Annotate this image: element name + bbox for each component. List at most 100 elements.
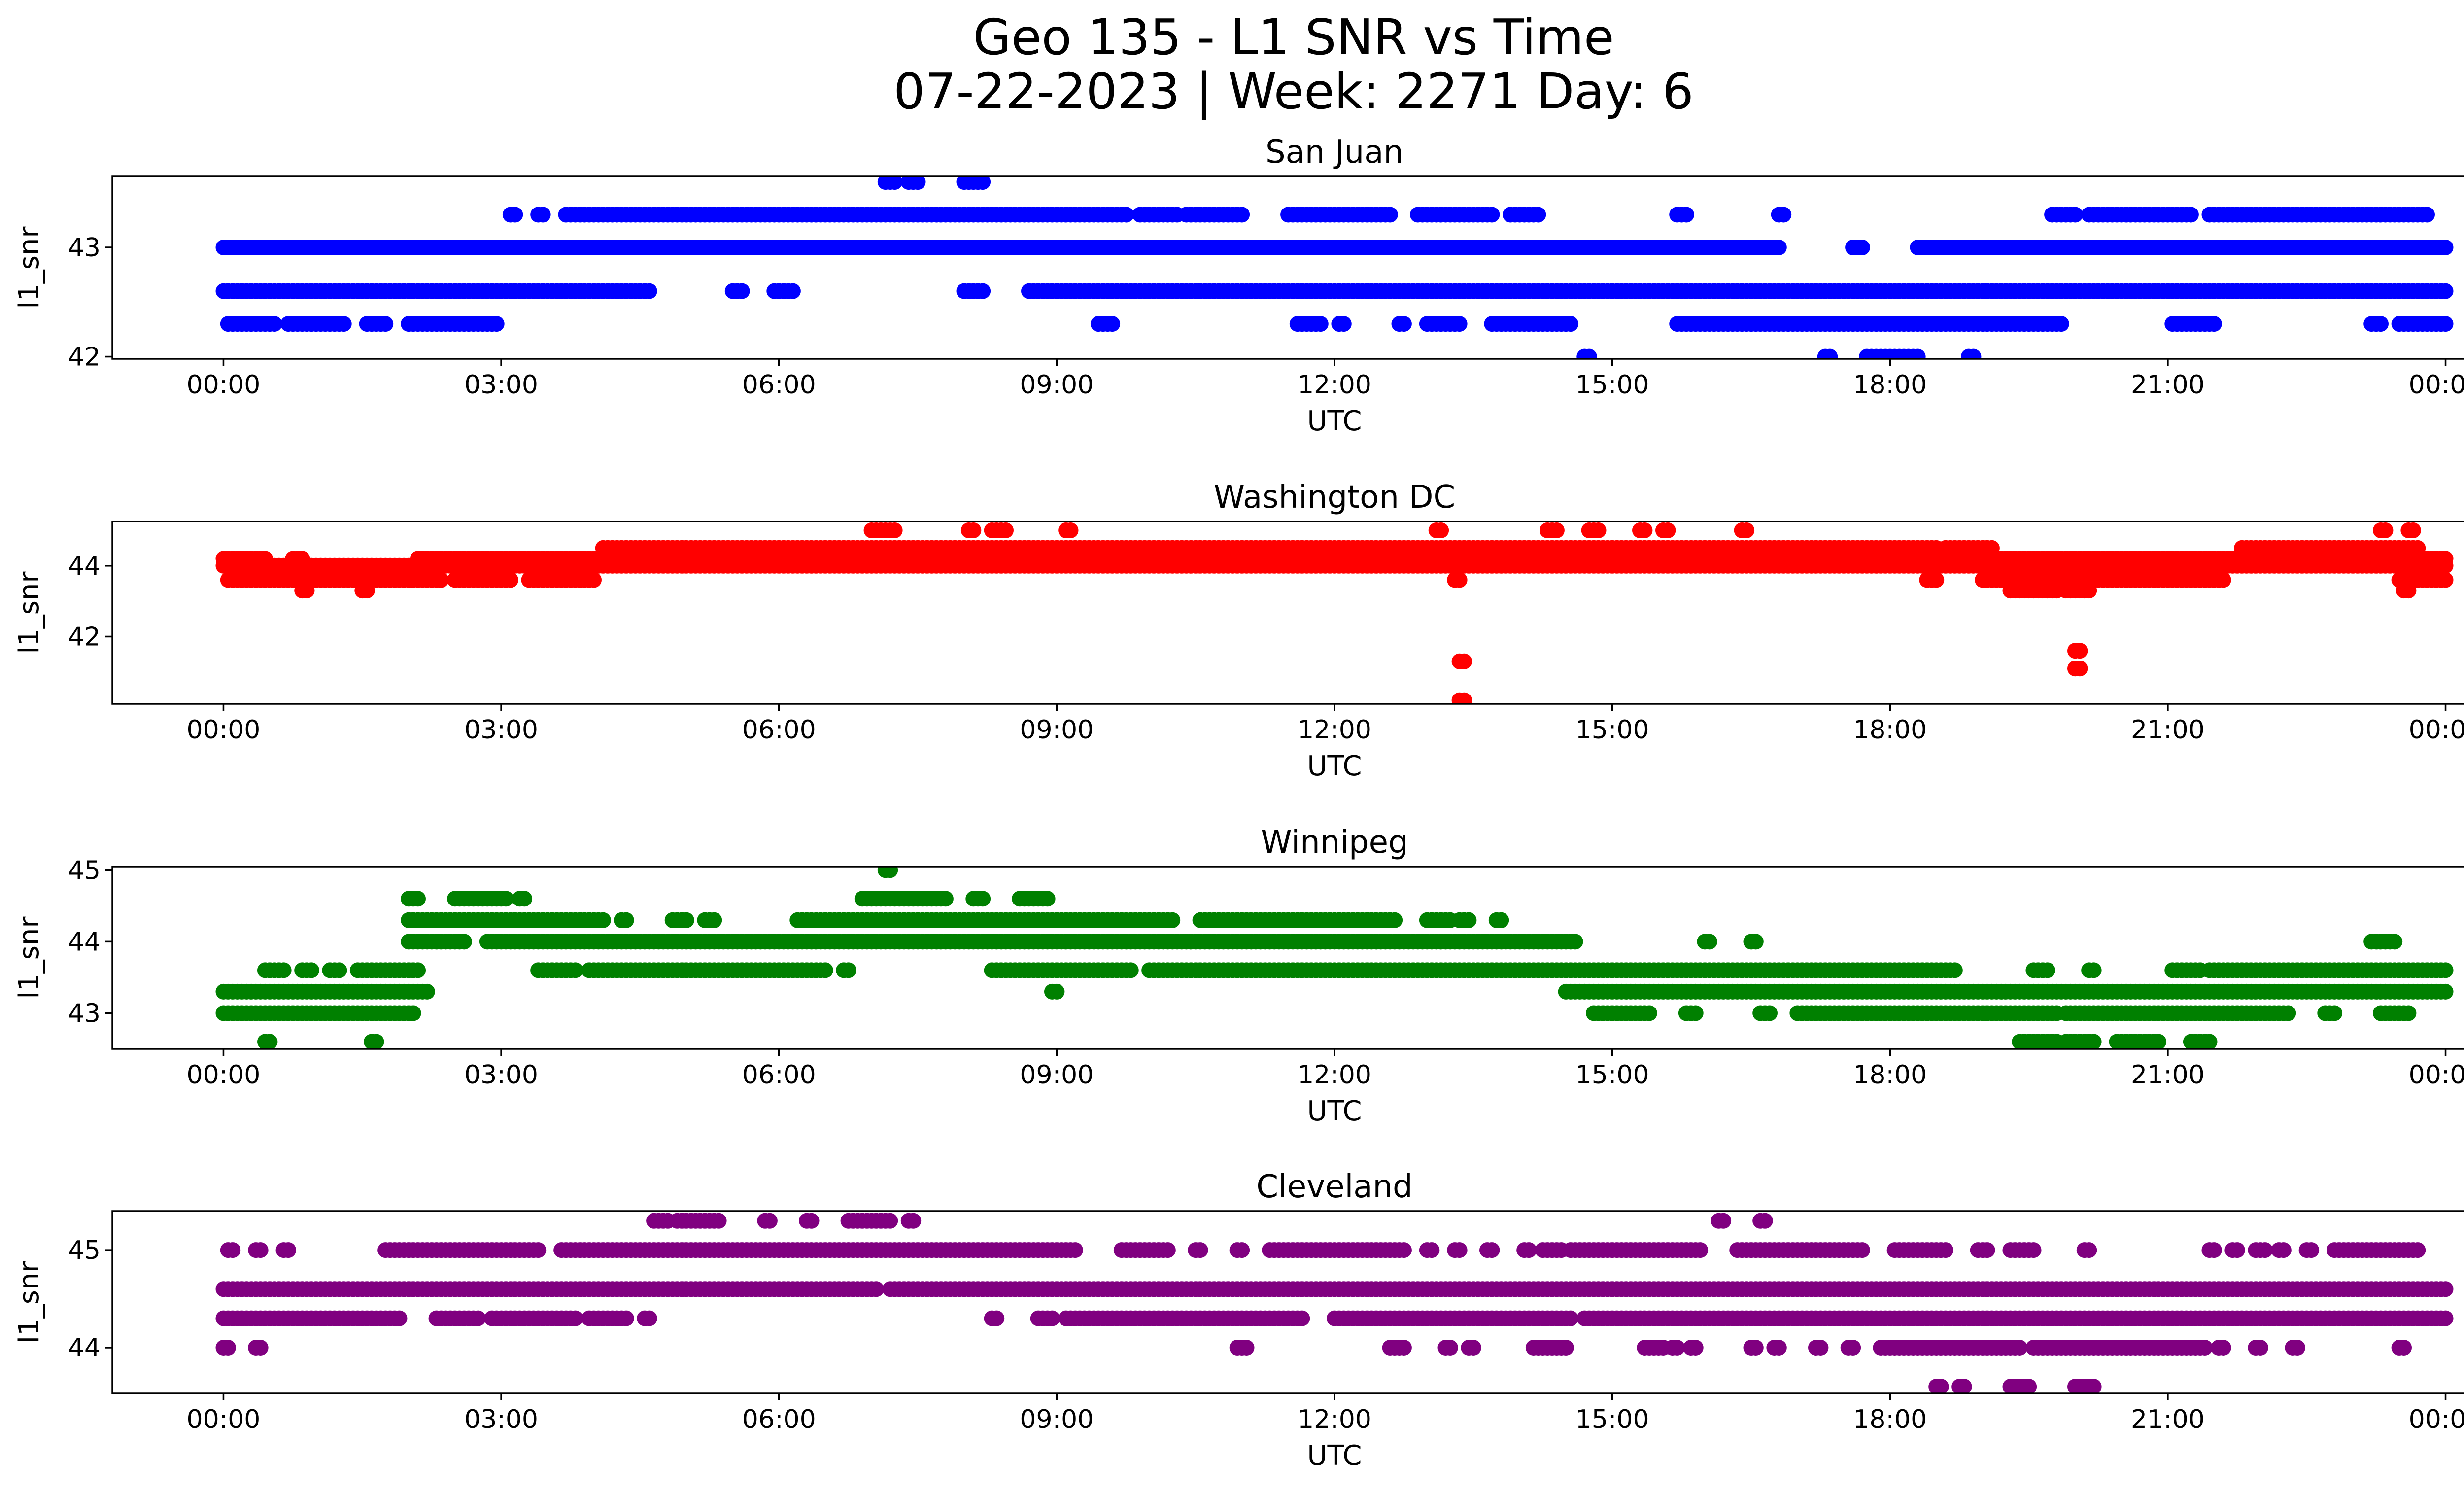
data-point: [2086, 962, 2102, 978]
data-point: [2151, 1034, 2167, 1049]
data-point: [1234, 207, 1250, 223]
data-point: [1461, 912, 1477, 928]
data-point: [1563, 316, 1579, 332]
data-point: [1164, 912, 1181, 928]
x-tick-label: 15:00: [1575, 715, 1649, 745]
data-point: [266, 316, 282, 332]
x-tick-label: 12:00: [1298, 1060, 1371, 1090]
data-point: [1451, 316, 1468, 332]
data-point: [502, 572, 518, 588]
x-tick-label: 21:00: [2131, 1060, 2205, 1090]
data-point: [567, 1310, 583, 1326]
x-tick-label: 09:00: [1020, 370, 1094, 400]
x-tick-label: 18:00: [1853, 370, 1927, 400]
series-cleveland: [215, 1213, 2454, 1393]
data-point: [2387, 934, 2403, 950]
data-point: [641, 283, 657, 299]
data-point: [1387, 912, 1403, 928]
data-point: [359, 583, 375, 599]
data-point: [377, 316, 394, 332]
data-point: [433, 572, 449, 588]
data-point: [2437, 551, 2454, 567]
data-point: [2183, 207, 2199, 223]
data-point: [419, 983, 435, 1000]
data-point: [507, 207, 523, 223]
x-tick-label: 06:00: [742, 370, 816, 400]
x-tick-label: 15:00: [1575, 1060, 1649, 1090]
data-point: [785, 283, 801, 299]
x-tick-label: 00:00: [2409, 1060, 2464, 1090]
data-point: [1039, 891, 1056, 907]
data-point: [1062, 522, 1079, 538]
x-tick-label: 00:00: [187, 1060, 261, 1090]
data-point: [1104, 316, 1121, 332]
x-axis-label: UTC: [1307, 750, 1362, 782]
data-point: [2201, 1034, 2218, 1049]
data-point: [1049, 983, 1065, 1000]
data-point: [734, 283, 750, 299]
y-tick-label: 43: [68, 999, 101, 1028]
data-point: [1762, 1005, 1778, 1021]
data-point: [965, 522, 982, 538]
data-point: [2400, 1005, 2417, 1021]
y-tick-label: 45: [68, 856, 101, 885]
x-tick-label: 12:00: [1298, 715, 1371, 745]
subplot-title: Washington DC: [1214, 479, 1455, 516]
data-point: [910, 176, 926, 190]
data-point: [1984, 540, 2000, 556]
data-point: [2437, 983, 2454, 1000]
data-point: [2327, 1005, 2343, 1021]
data-point: [1854, 240, 1870, 255]
data-point: [1641, 1005, 1657, 1021]
x-axis-label: UTC: [1307, 1095, 1362, 1127]
subplot-washington-dc: 00:00 03:00 06:00 09:00 12:00 15:00 18:00 21:00…: [13, 479, 2464, 782]
data-point: [567, 962, 583, 978]
data-point: [706, 912, 722, 928]
data-point: [2419, 207, 2435, 223]
data-point: [887, 176, 903, 190]
data-point: [368, 1034, 384, 1049]
data-point: [1678, 207, 1694, 223]
data-point: [1637, 522, 1653, 538]
x-axis-label: UTC: [1307, 405, 1362, 437]
data-point: [1451, 572, 1468, 588]
data-point: [336, 316, 352, 332]
subplot-winnipeg: 00:00 03:00 06:00 09:00 12:00 15:00 18:00 21:00…: [13, 824, 2464, 1127]
x-tick-label: 06:00: [742, 1060, 816, 1090]
data-point: [989, 1310, 1005, 1326]
data-point: [975, 176, 991, 190]
data-point: [840, 962, 856, 978]
y-axis-label: l1_snr: [13, 226, 45, 309]
data-point: [641, 1310, 657, 1326]
data-point: [595, 912, 611, 928]
data-point: [410, 962, 426, 978]
y-tick-label: 43: [68, 233, 101, 263]
data-point: [1548, 522, 1565, 538]
data-point: [2072, 661, 2088, 677]
data-point: [1701, 934, 1717, 950]
x-tick-label: 21:00: [2131, 715, 2205, 745]
data-point: [405, 1005, 421, 1021]
data-point: [1335, 316, 1352, 332]
data-point: [1590, 522, 1607, 538]
data-point: [1396, 316, 1412, 332]
data-point: [2437, 283, 2454, 299]
data-point: [2053, 316, 2069, 332]
y-tick-label: 42: [68, 622, 101, 652]
x-tick-label: 00:00: [2409, 370, 2464, 400]
data-point: [1530, 207, 1546, 223]
data-point: [2437, 572, 2454, 588]
data-point: [2437, 962, 2454, 978]
data-point: [1312, 316, 1329, 332]
data-point: [1687, 1005, 1704, 1021]
subplot-cleveland: 00:00 03:00 06:00 09:00 12:00 15:00 18:00 21:00…: [13, 1169, 2464, 1472]
data-point: [488, 316, 505, 332]
x-tick-label: 21:00: [2131, 370, 2205, 400]
data-point: [1456, 692, 1472, 704]
data-point: [299, 583, 315, 599]
subplot-san-juan: 00:00 03:00 06:00 09:00 12:00 15:00 18:00 21:00…: [13, 134, 2464, 437]
data-point: [2377, 522, 2394, 538]
x-tick-label: 09:00: [1020, 715, 1094, 745]
data-point: [1771, 240, 1787, 255]
